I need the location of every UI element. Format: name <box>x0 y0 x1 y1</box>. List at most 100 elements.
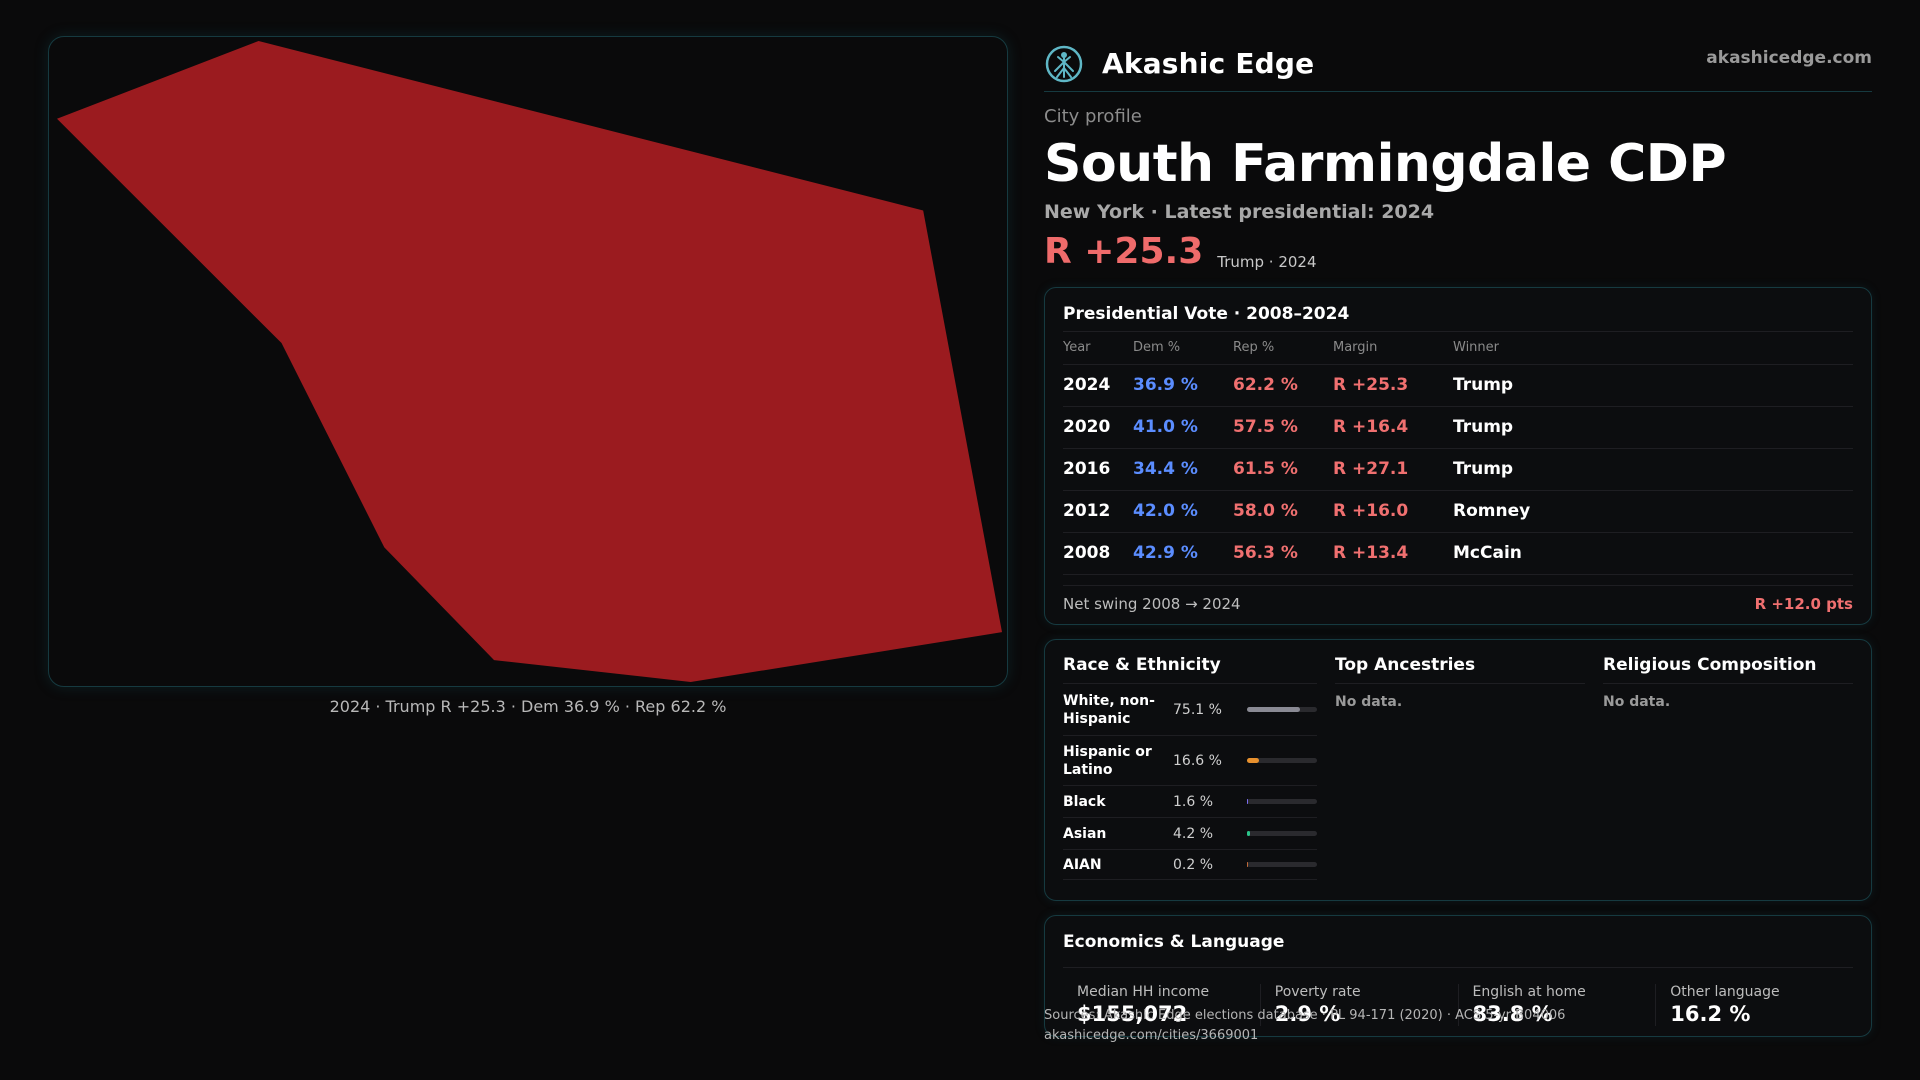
race-bar-track <box>1247 758 1317 763</box>
race-label: White, non-Hispanic <box>1063 692 1155 727</box>
cell-year: 2016 <box>1063 448 1133 491</box>
cell-margin: R +25.3 <box>1333 364 1453 407</box>
page-subtitle: New York · Latest presidential: 2024 <box>1044 201 1435 223</box>
race-percent: 1.6 % <box>1173 793 1214 810</box>
vote-card-title: Presidential Vote · 2008–2024 <box>1063 302 1853 332</box>
net-swing-label: Net swing 2008 → 2024 <box>1063 594 1241 613</box>
sources-note: Sources: Akashic Edge elections database… <box>1044 1008 1566 1023</box>
econ-stat: English at home 83.8 % <box>1457 984 1656 1026</box>
cell-dem: 36.9 % <box>1133 364 1233 407</box>
race-percent: 75.1 % <box>1173 701 1222 718</box>
economics-grid: Median HH income $155,072 Poverty rate 2… <box>1063 984 1853 1026</box>
cell-rep: 56.3 % <box>1233 532 1333 575</box>
race-row: AIAN 0.2 % <box>1063 850 1317 880</box>
col-winner: Winner <box>1453 332 1853 365</box>
cell-rep: 57.5 % <box>1233 406 1333 449</box>
cell-dem: 42.0 % <box>1133 490 1233 533</box>
cell-year: 2020 <box>1063 406 1133 449</box>
city-boundary-polygon[interactable] <box>56 40 1003 683</box>
demographics-card: Race & Ethnicity White, non-Hispanic 75.… <box>1044 639 1872 901</box>
cell-winner: Romney <box>1453 490 1853 533</box>
table-row: 2012 42.0 % 58.0 % R +16.0 Romney <box>1063 490 1853 533</box>
net-swing-value: R +12.0 pts <box>1754 594 1853 613</box>
econ-value: 83.8 % <box>1472 1002 1553 1026</box>
econ-label: Poverty rate <box>1274 984 1361 1000</box>
econ-value: 2.9 % <box>1274 1002 1341 1026</box>
map-caption: 2024 · Trump R +25.3 · Dem 36.9 % · Rep … <box>329 697 727 716</box>
cell-dem: 42.9 % <box>1133 532 1233 575</box>
col-dem: Dem % <box>1133 332 1233 365</box>
econ-value: 16.2 % <box>1670 1002 1751 1026</box>
ancestries-title: Top Ancestries <box>1335 652 1585 684</box>
race-bar-fill <box>1247 707 1300 712</box>
race-bar-fill <box>1247 862 1249 867</box>
cell-winner: Trump <box>1453 406 1853 449</box>
cell-year: 2012 <box>1063 490 1133 533</box>
economics-card: Economics & Language Median HH income $1… <box>1044 915 1872 1037</box>
page-eyebrow: City profile <box>1044 106 1142 127</box>
race-bar-track <box>1247 862 1317 867</box>
ancestries-section: Top Ancestries No data. <box>1335 652 1585 888</box>
cell-margin: R +16.4 <box>1333 406 1453 449</box>
cell-year: 2008 <box>1063 532 1133 575</box>
race-percent: 4.2 % <box>1173 825 1214 842</box>
table-row: 2016 34.4 % 61.5 % R +27.1 Trump <box>1063 448 1853 491</box>
econ-label: Median HH income <box>1077 984 1210 1000</box>
headline-winner: Trump · 2024 <box>1217 253 1317 271</box>
site-link[interactable]: akashicedge.com <box>1706 48 1872 68</box>
econ-label: Other language <box>1670 984 1780 1000</box>
permalink[interactable]: akashicedge.com/cities/3669001 <box>1044 1028 1259 1043</box>
cell-rep: 61.5 % <box>1233 448 1333 491</box>
map-svg <box>56 40 1003 683</box>
profile-column: Akashic Edge akashicedge.com City profil… <box>1044 36 1872 1037</box>
race-ethnicity-section: Race & Ethnicity White, non-Hispanic 75.… <box>1063 652 1317 888</box>
race-label: Asian <box>1063 825 1107 842</box>
brand-name[interactable]: Akashic Edge <box>1102 47 1315 80</box>
race-title: Race & Ethnicity <box>1063 652 1317 684</box>
vote-table: Year Dem % Rep % Margin Winner 2024 36.9… <box>1063 332 1853 575</box>
akashic-tree-icon <box>1045 45 1083 82</box>
col-rep: Rep % <box>1233 332 1333 365</box>
race-bar-track <box>1247 707 1317 712</box>
cell-dem: 34.4 % <box>1133 448 1233 491</box>
city-boundary-map[interactable] <box>48 36 1008 687</box>
table-row: 2020 41.0 % 57.5 % R +16.4 Trump <box>1063 406 1853 449</box>
table-row: 2008 42.9 % 56.3 % R +13.4 McCain <box>1063 532 1853 575</box>
race-row: Hispanic or Latino 16.6 % <box>1063 736 1317 786</box>
religion-title: Religious Composition <box>1603 652 1853 684</box>
cell-winner: Trump <box>1453 448 1853 491</box>
race-label: Hispanic or Latino <box>1063 743 1152 778</box>
net-swing: Net swing 2008 → 2024 R +12.0 pts <box>1063 584 1853 621</box>
table-row: 2024 36.9 % 62.2 % R +25.3 Trump <box>1063 364 1853 407</box>
race-bar-fill <box>1247 831 1250 836</box>
race-bar-fill <box>1247 799 1249 804</box>
race-bar-track <box>1247 831 1317 836</box>
presidential-vote-card: Presidential Vote · 2008–2024 Year Dem %… <box>1044 287 1872 625</box>
religion-section: Religious Composition No data. <box>1603 652 1853 888</box>
race-bar-fill <box>1247 758 1259 763</box>
page-title: South Farmingdale CDP <box>1044 134 1727 194</box>
religion-empty: No data. <box>1603 694 1671 710</box>
cell-winner: McCain <box>1453 532 1853 575</box>
economics-title: Economics & Language <box>1063 928 1853 968</box>
col-margin: Margin <box>1333 332 1453 365</box>
cell-margin: R +27.1 <box>1333 448 1453 491</box>
race-label: Black <box>1063 793 1106 810</box>
headline-margin: R +25.3 <box>1044 231 1204 272</box>
ancestries-empty: No data. <box>1335 694 1403 710</box>
cell-margin: R +13.4 <box>1333 532 1453 575</box>
col-year: Year <box>1063 332 1133 365</box>
race-row: Asian 4.2 % <box>1063 818 1317 850</box>
econ-value: $155,072 <box>1077 1002 1188 1026</box>
cell-rep: 58.0 % <box>1233 490 1333 533</box>
race-row: Black 1.6 % <box>1063 786 1317 818</box>
econ-label: English at home <box>1472 984 1586 1000</box>
vote-table-header: Year Dem % Rep % Margin Winner <box>1063 332 1853 365</box>
econ-stat: Median HH income $155,072 <box>1063 984 1260 1026</box>
econ-stat: Poverty rate 2.9 % <box>1259 984 1458 1026</box>
cell-year: 2024 <box>1063 364 1133 407</box>
cell-winner: Trump <box>1453 364 1853 407</box>
race-label: AIAN <box>1063 856 1102 873</box>
cell-rep: 62.2 % <box>1233 364 1333 407</box>
cell-dem: 41.0 % <box>1133 406 1233 449</box>
